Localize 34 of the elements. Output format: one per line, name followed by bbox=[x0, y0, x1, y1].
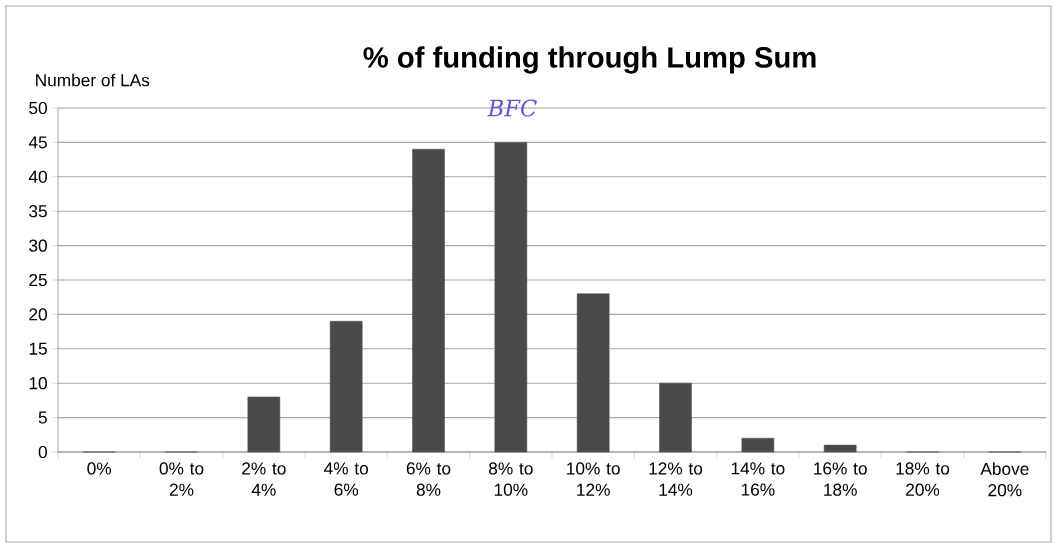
bar bbox=[412, 149, 445, 453]
bar bbox=[494, 142, 528, 453]
y-tick-label: 10 bbox=[29, 377, 47, 390]
x-tick-label: 14% to 16% bbox=[731, 462, 785, 496]
x-tick-label: 0% to 2% bbox=[159, 462, 204, 496]
bar bbox=[247, 396, 281, 453]
x-tick-label: 10% to 12% bbox=[567, 462, 620, 496]
y-tick-label: 35 bbox=[29, 205, 47, 218]
bar bbox=[659, 382, 692, 453]
x-tick-label: 2% to 4% bbox=[242, 462, 286, 496]
bar bbox=[329, 321, 363, 453]
y-tick-label: 5 bbox=[38, 411, 47, 424]
y-tick-label: 0 bbox=[38, 445, 47, 459]
y-tick-label: 15 bbox=[29, 342, 47, 355]
y-tick-label: 25 bbox=[29, 273, 47, 287]
y-tick-label: 45 bbox=[28, 136, 47, 149]
x-tick-label: 18% to 20% bbox=[896, 462, 950, 496]
y-tick-label: 40 bbox=[28, 170, 47, 183]
x-tick-label: 12% to 14% bbox=[649, 462, 703, 496]
annotation: BFC bbox=[487, 99, 537, 117]
y-tick-label: 50 bbox=[29, 101, 47, 115]
y-axis-title: Number of LAs bbox=[36, 73, 150, 87]
bar bbox=[741, 437, 775, 453]
bar bbox=[576, 293, 610, 453]
y-tick-label: 20 bbox=[29, 308, 47, 321]
x-tick-label: Above 20% bbox=[980, 462, 1029, 497]
y-tick-label: 30 bbox=[29, 239, 47, 252]
chart-title: % of funding through Lump Sum bbox=[363, 46, 816, 74]
x-tick-label: 4% to 6% bbox=[324, 462, 368, 496]
x-tick-label: 6% to 8% bbox=[406, 462, 451, 496]
x-tick-label: 0% bbox=[87, 462, 112, 475]
x-tick-label: 8% to 10% bbox=[489, 462, 533, 496]
x-tick-label: 16% to 18% bbox=[814, 462, 867, 496]
bar bbox=[823, 444, 857, 453]
